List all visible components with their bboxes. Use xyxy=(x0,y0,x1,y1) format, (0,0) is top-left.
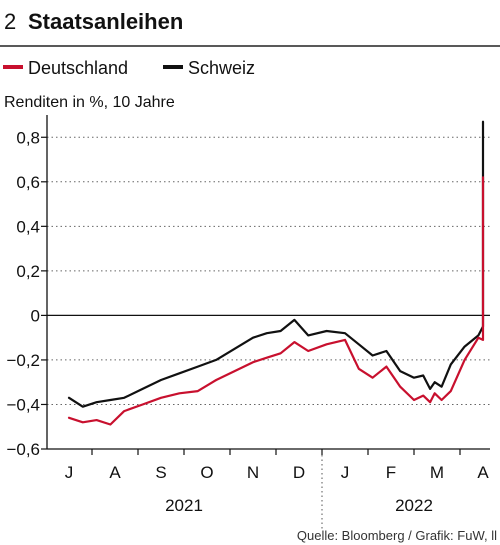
legend-item-deutschland: Deutschland xyxy=(3,58,128,78)
legend-item-schweiz: Schweiz xyxy=(163,58,255,78)
y-tick-label: 0,2 xyxy=(16,262,40,281)
x-tick-label: O xyxy=(200,463,213,482)
series-line-deutschland xyxy=(67,176,485,426)
y-tick-label: 0 xyxy=(31,306,40,325)
series-line-schweiz xyxy=(67,120,485,408)
x-tick-label: A xyxy=(109,463,121,482)
x-tick-label: S xyxy=(155,463,166,482)
source-note: Quelle: Bloomberg / Grafik: FuW, ll xyxy=(297,528,497,543)
grid xyxy=(47,136,490,450)
y-tick-label: 0,8 xyxy=(16,128,40,147)
y-tick-label: −0,4 xyxy=(6,395,40,414)
chart-title: Staatsanleihen xyxy=(28,9,183,34)
y-axis-label: Renditen in %, 10 Jahre xyxy=(4,94,175,111)
legend: Deutschland Schweiz xyxy=(3,58,255,78)
legend-label-schweiz: Schweiz xyxy=(188,58,255,78)
x-tick-label: J xyxy=(65,463,74,482)
x-tick-label: J xyxy=(341,463,350,482)
x-tick-label: A xyxy=(477,463,489,482)
chart-header: 2 Staatsanleihen xyxy=(4,9,183,34)
x-axis: J A S O N D J F M A 2021 2022 xyxy=(46,115,490,530)
y-tick-label: −0,2 xyxy=(6,351,40,370)
x-tick-label: N xyxy=(247,463,259,482)
x-tick-label: F xyxy=(386,463,396,482)
x-tick-label: D xyxy=(293,463,305,482)
y-tick-label: 0,4 xyxy=(16,217,40,236)
plot-area xyxy=(67,120,485,426)
legend-label-deutschland: Deutschland xyxy=(28,58,128,78)
year-label: 2021 xyxy=(165,496,203,515)
y-axis-ticks: 0,8 0,6 0,4 0,2 0 −0,2 −0,4 −0,6 xyxy=(6,128,47,459)
x-tick-label: M xyxy=(430,463,444,482)
year-label: 2022 xyxy=(395,496,433,515)
y-tick-label: −0,6 xyxy=(6,440,40,459)
y-tick-label: 0,6 xyxy=(16,173,40,192)
chart-number: 2 xyxy=(4,9,16,34)
